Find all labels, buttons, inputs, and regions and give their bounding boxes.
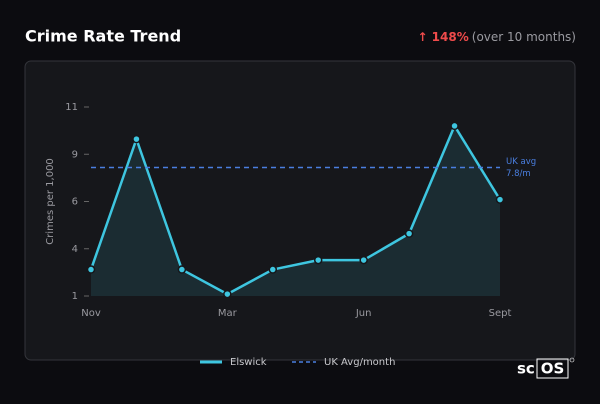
y-tick-label: 1 (72, 291, 78, 302)
reference-value-label: 7.8/m (506, 169, 531, 179)
point (223, 289, 232, 299)
point (268, 265, 278, 274)
x-tick-label: Mar (218, 308, 238, 319)
point (313, 255, 323, 265)
y-tick-label: 6 (72, 197, 78, 208)
y-tick-label: 9 (72, 149, 78, 160)
logo-box (536, 358, 569, 379)
point (404, 229, 414, 238)
logo-text: sc (517, 360, 535, 378)
logo-text: OS (541, 360, 565, 378)
point (450, 121, 459, 131)
change-summary: ↑ 148% (over 10 months) (417, 30, 576, 44)
reference-label: UK avg (506, 157, 536, 167)
point (132, 134, 141, 144)
logo-mark (569, 357, 575, 363)
y-tick-label: 4 (72, 244, 78, 255)
point (359, 255, 368, 265)
period: (over 10 months) (472, 30, 576, 44)
point (177, 265, 187, 274)
area (91, 125, 500, 297)
legend-label: Elswick (230, 357, 267, 368)
title: Crime Rate Trend (25, 27, 181, 46)
x-tick-label: Jun (355, 308, 372, 319)
chart-card (24, 60, 576, 361)
point (86, 265, 96, 274)
line (89, 124, 502, 296)
x-tick-label: Nov (81, 308, 101, 319)
point (495, 195, 505, 204)
x-tick-label: Sept (489, 308, 512, 319)
y-axis-label: Crimes per 1,000 (45, 158, 56, 245)
change: ↑ 148% (417, 30, 468, 44)
y-tick-label: 11 (65, 102, 78, 113)
legend-label: UK Avg/month (324, 357, 395, 368)
